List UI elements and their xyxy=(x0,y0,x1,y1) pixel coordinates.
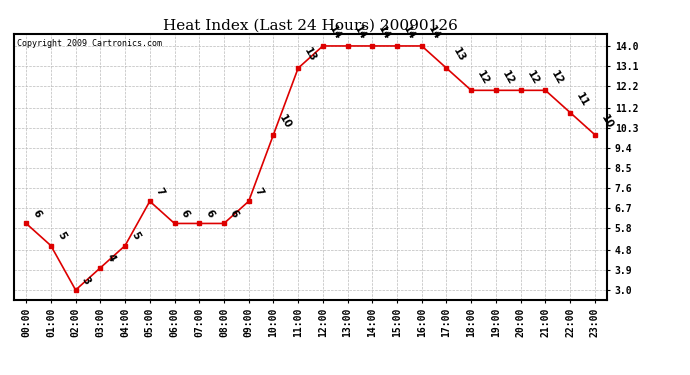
Text: 14: 14 xyxy=(352,24,368,42)
Text: 6: 6 xyxy=(179,208,191,219)
Title: Heat Index (Last 24 Hours) 20090126: Heat Index (Last 24 Hours) 20090126 xyxy=(163,19,458,33)
Text: 12: 12 xyxy=(549,69,566,86)
Text: 10: 10 xyxy=(599,113,615,130)
Text: 14: 14 xyxy=(401,24,417,42)
Text: 4: 4 xyxy=(104,252,117,264)
Text: 14: 14 xyxy=(377,24,393,42)
Text: Copyright 2009 Cartronics.com: Copyright 2009 Cartronics.com xyxy=(17,39,161,48)
Text: 13: 13 xyxy=(302,46,318,64)
Text: 3: 3 xyxy=(80,274,92,286)
Text: 6: 6 xyxy=(228,208,240,219)
Text: 12: 12 xyxy=(475,69,491,86)
Text: 7: 7 xyxy=(154,186,166,197)
Text: 7: 7 xyxy=(253,186,265,197)
Text: 11: 11 xyxy=(574,91,590,108)
Text: 12: 12 xyxy=(500,69,516,86)
Text: 14: 14 xyxy=(426,24,442,42)
Text: 14: 14 xyxy=(327,24,343,42)
Text: 6: 6 xyxy=(30,208,43,219)
Text: 6: 6 xyxy=(204,208,216,219)
Text: 10: 10 xyxy=(277,113,293,130)
Text: 5: 5 xyxy=(129,230,141,242)
Text: 13: 13 xyxy=(451,46,466,64)
Text: 12: 12 xyxy=(525,69,541,86)
Text: 5: 5 xyxy=(55,230,68,242)
